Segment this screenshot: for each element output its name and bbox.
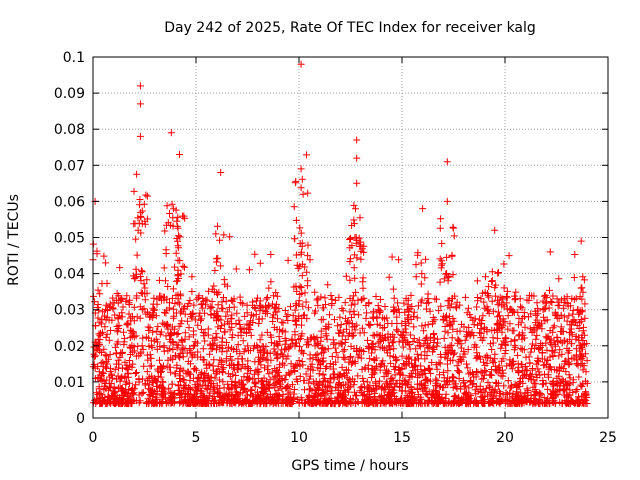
x-tick-label: 20	[496, 430, 514, 446]
x-tick-label: 0	[89, 430, 98, 446]
chart-title: Day 242 of 2025, Rate Of TEC Index for r…	[164, 20, 536, 36]
y-tick-label: 0.07	[54, 158, 85, 174]
y-tick-label: 0	[76, 411, 85, 427]
y-tick-label: 0.03	[54, 303, 85, 319]
y-tick-label: 0.05	[54, 231, 85, 247]
x-tick-label: 5	[192, 430, 201, 446]
y-tick-label: 0.06	[54, 194, 85, 210]
x-axis-label: GPS time / hours	[291, 458, 408, 474]
y-tick-label: 0.01	[54, 375, 85, 391]
y-axis-label: ROTI / TECUs	[6, 194, 22, 286]
x-tick-label: 15	[393, 430, 411, 446]
y-tick-label: 0.04	[54, 267, 85, 283]
y-tick-label: 0.09	[54, 86, 85, 102]
roti-points	[89, 60, 591, 408]
x-tick-label: 25	[599, 430, 617, 446]
axis-ticks: 0 0.01 0.02 0.03 0.04 0.05 0.06 0.07 0.08 0.09 0.1…	[54, 50, 617, 446]
data-points	[89, 60, 591, 408]
y-tick-label: 0.1	[63, 50, 85, 66]
y-tick-label: 0.02	[54, 339, 85, 355]
x-tick-label: 10	[290, 430, 308, 446]
y-tick-label: 0.08	[54, 122, 85, 138]
